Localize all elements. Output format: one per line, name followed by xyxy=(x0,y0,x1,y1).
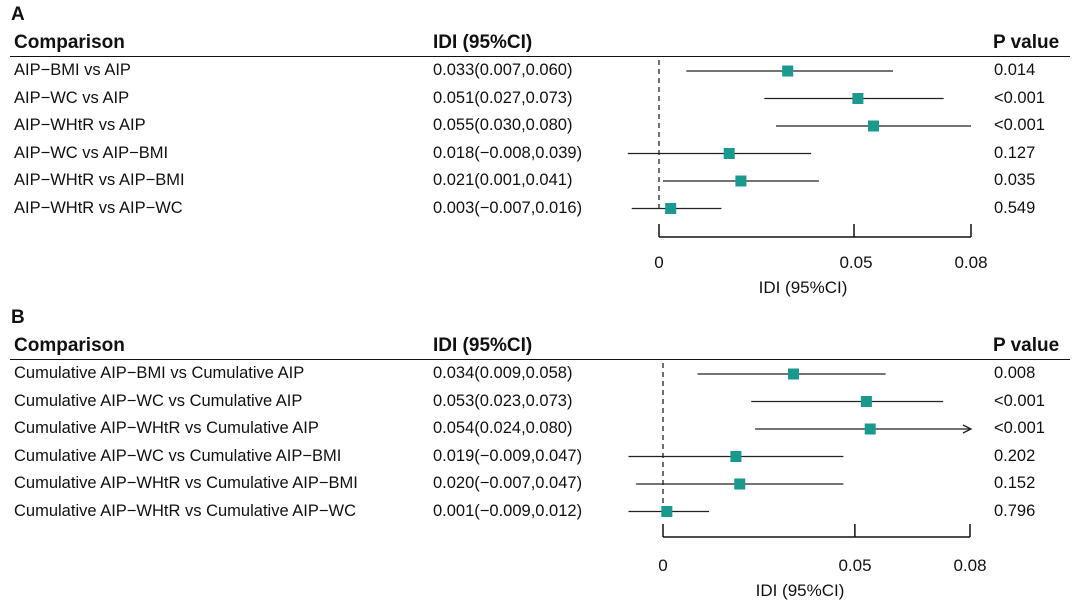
comparison-label: AIP−WHtR vs AIP−WC xyxy=(14,198,183,217)
forest-plot-a: 0 0.05 0.08 IDI (95%CI) xyxy=(627,60,988,297)
ci-arrow xyxy=(962,424,973,434)
idi-value: 0.019(−0.009,0.047) xyxy=(433,446,583,465)
point-estimate xyxy=(735,175,747,187)
p-value: <0.001 xyxy=(994,419,1045,437)
idi-value: 0.021(0.001,0.041) xyxy=(433,171,573,189)
point-estimate xyxy=(730,451,742,462)
x-tick-label: 0.08 xyxy=(954,253,987,272)
x-tick-label: 0 xyxy=(654,253,663,272)
p-value: 0.549 xyxy=(994,198,1036,217)
p-value: 0.202 xyxy=(994,446,1036,465)
point-estimate xyxy=(852,93,864,104)
p-value: 0.014 xyxy=(994,61,1036,79)
idi-value: 0.001(−0.009,0.012) xyxy=(433,501,583,520)
p-value: 0.796 xyxy=(994,501,1036,520)
forest-panel-a: A Comparison IDI (95%CI) P value AIP−BMI… xyxy=(0,0,1080,300)
point-estimate xyxy=(782,65,794,77)
idi-header: IDI (95%CI) xyxy=(433,335,533,356)
comparison-label: AIP−BMI vs AIP xyxy=(14,61,131,79)
idi-value: 0.018(−0.008,0.039) xyxy=(433,143,583,162)
comparison-label: Cumulative AIP−BMI vs Cumulative AIP xyxy=(14,364,305,382)
point-estimate xyxy=(665,203,677,214)
point-estimate xyxy=(734,478,746,490)
point-estimate xyxy=(787,368,799,380)
idi-value: 0.055(0.030,0.080) xyxy=(433,116,573,134)
x-tick-label: 0.08 xyxy=(953,556,986,575)
point-estimate xyxy=(661,506,673,517)
p-value-header: P value xyxy=(993,335,1060,356)
panel-letter: B xyxy=(11,307,25,328)
idi-value: 0.053(0.023,0.073) xyxy=(433,391,573,410)
idi-header: IDI (95%CI) xyxy=(433,32,533,53)
x-axis-label: IDI (95%CI) xyxy=(756,581,845,600)
x-tick-label: 0.05 xyxy=(838,556,871,575)
idi-value: 0.020(−0.007,0.047) xyxy=(433,474,583,492)
idi-value: 0.003(−0.007,0.016) xyxy=(433,198,583,217)
panel-letter: A xyxy=(11,4,25,25)
comparison-label: Cumulative AIP−WHtR vs Cumulative AIP−WC xyxy=(14,501,357,520)
point-estimate xyxy=(723,148,735,159)
x-tick-label: 0.05 xyxy=(839,253,872,272)
idi-value: 0.054(0.024,0.080) xyxy=(433,419,573,437)
p-value: 0.008 xyxy=(994,364,1036,382)
forest-panel-b: B Comparison IDI (95%CI) P value Cumulat… xyxy=(0,303,1080,607)
p-value: <0.001 xyxy=(994,116,1045,134)
point-estimate xyxy=(860,396,872,407)
p-value: 0.035 xyxy=(994,171,1036,189)
idi-value: 0.033(0.007,0.060) xyxy=(433,61,573,79)
x-axis-label: IDI (95%CI) xyxy=(759,278,848,297)
idi-value: 0.034(0.009,0.058) xyxy=(433,364,573,382)
comparison-label: AIP−WHtR vs AIP xyxy=(14,116,146,134)
point-estimate xyxy=(864,423,876,435)
comparison-label: Cumulative AIP−WC vs Cumulative AIP xyxy=(14,391,303,410)
p-value: <0.001 xyxy=(994,88,1045,107)
forest-plot-b: 0 0.05 0.08 IDI (95%CI) xyxy=(628,363,987,600)
p-value: <0.001 xyxy=(994,391,1045,410)
x-tick-label: 0 xyxy=(658,556,667,575)
comparison-label: AIP−WHtR vs AIP−BMI xyxy=(14,171,185,189)
comparison-label: AIP−WC vs AIP xyxy=(14,88,130,107)
comparison-label: Cumulative AIP−WHtR vs Cumulative AIP xyxy=(14,419,319,437)
header-rule xyxy=(10,359,1070,360)
comparison-header: Comparison xyxy=(14,335,125,356)
header-rule xyxy=(10,56,1070,57)
p-value-header: P value xyxy=(993,32,1060,53)
comparison-label: Cumulative AIP−WC vs Cumulative AIP−BMI xyxy=(14,446,342,465)
point-estimate xyxy=(868,120,879,132)
comparison-header: Comparison xyxy=(14,32,125,53)
p-value: 0.152 xyxy=(994,474,1036,492)
p-value: 0.127 xyxy=(994,143,1036,162)
idi-value: 0.051(0.027,0.073) xyxy=(433,88,573,107)
comparison-label: AIP−WC vs AIP−BMI xyxy=(14,143,169,162)
comparison-label: Cumulative AIP−WHtR vs Cumulative AIP−BM… xyxy=(14,474,358,492)
